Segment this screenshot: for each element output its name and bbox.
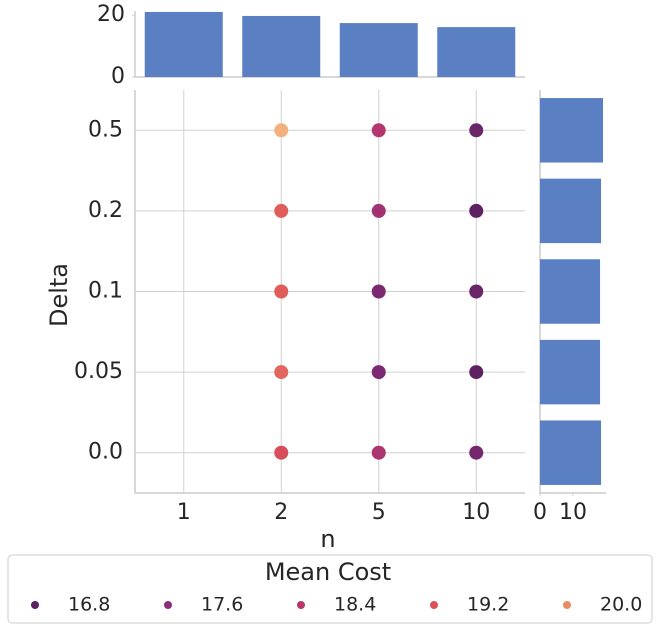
point	[469, 123, 484, 138]
point	[469, 365, 484, 380]
legend-label: 16.8	[68, 594, 110, 616]
legend-marker	[164, 601, 172, 609]
y-tick-label: 20	[97, 2, 125, 27]
y-tick-label: 0	[111, 64, 125, 89]
point	[274, 445, 289, 460]
legend-label: 20.0	[600, 594, 642, 616]
x-tick-label: 2	[274, 500, 288, 525]
legend-label: 18.4	[334, 594, 376, 616]
point	[274, 203, 289, 218]
y-tick-label: 0.05	[74, 359, 123, 384]
point	[469, 445, 484, 460]
legend-marker	[430, 601, 438, 609]
point	[371, 123, 386, 138]
point	[371, 284, 386, 299]
y-axis-label: Delta	[45, 263, 73, 327]
bar	[540, 339, 601, 405]
legend-marker	[297, 601, 305, 609]
x-axis-label: n	[320, 525, 335, 553]
point	[274, 284, 289, 299]
y-tick-label: 0.1	[88, 279, 123, 304]
point	[274, 123, 289, 138]
bar	[540, 98, 604, 163]
bar	[144, 11, 223, 77]
point	[371, 445, 386, 460]
x-tick-label: 0	[533, 500, 547, 525]
x-tick-label: 5	[372, 500, 386, 525]
point	[469, 284, 484, 299]
point	[371, 365, 386, 380]
bar	[339, 23, 418, 77]
point	[371, 203, 386, 218]
bar	[540, 178, 602, 244]
point	[469, 203, 484, 218]
legend-title: Mean Cost	[265, 558, 391, 586]
y-tick-label: 0.5	[88, 117, 123, 142]
point	[274, 365, 289, 380]
bar	[540, 259, 601, 324]
legend-label: 17.6	[201, 594, 243, 616]
bar	[437, 27, 516, 77]
legend-marker	[31, 601, 39, 609]
bar	[540, 420, 602, 485]
x-tick-label: 10	[462, 500, 490, 525]
y-tick-label: 0.2	[88, 198, 123, 223]
bar	[242, 15, 321, 77]
legend-marker	[563, 601, 571, 609]
legend-label: 19.2	[467, 594, 509, 616]
y-tick-label: 0.0	[88, 440, 123, 465]
x-tick-label: 1	[177, 500, 191, 525]
x-tick-label: 10	[559, 500, 587, 525]
